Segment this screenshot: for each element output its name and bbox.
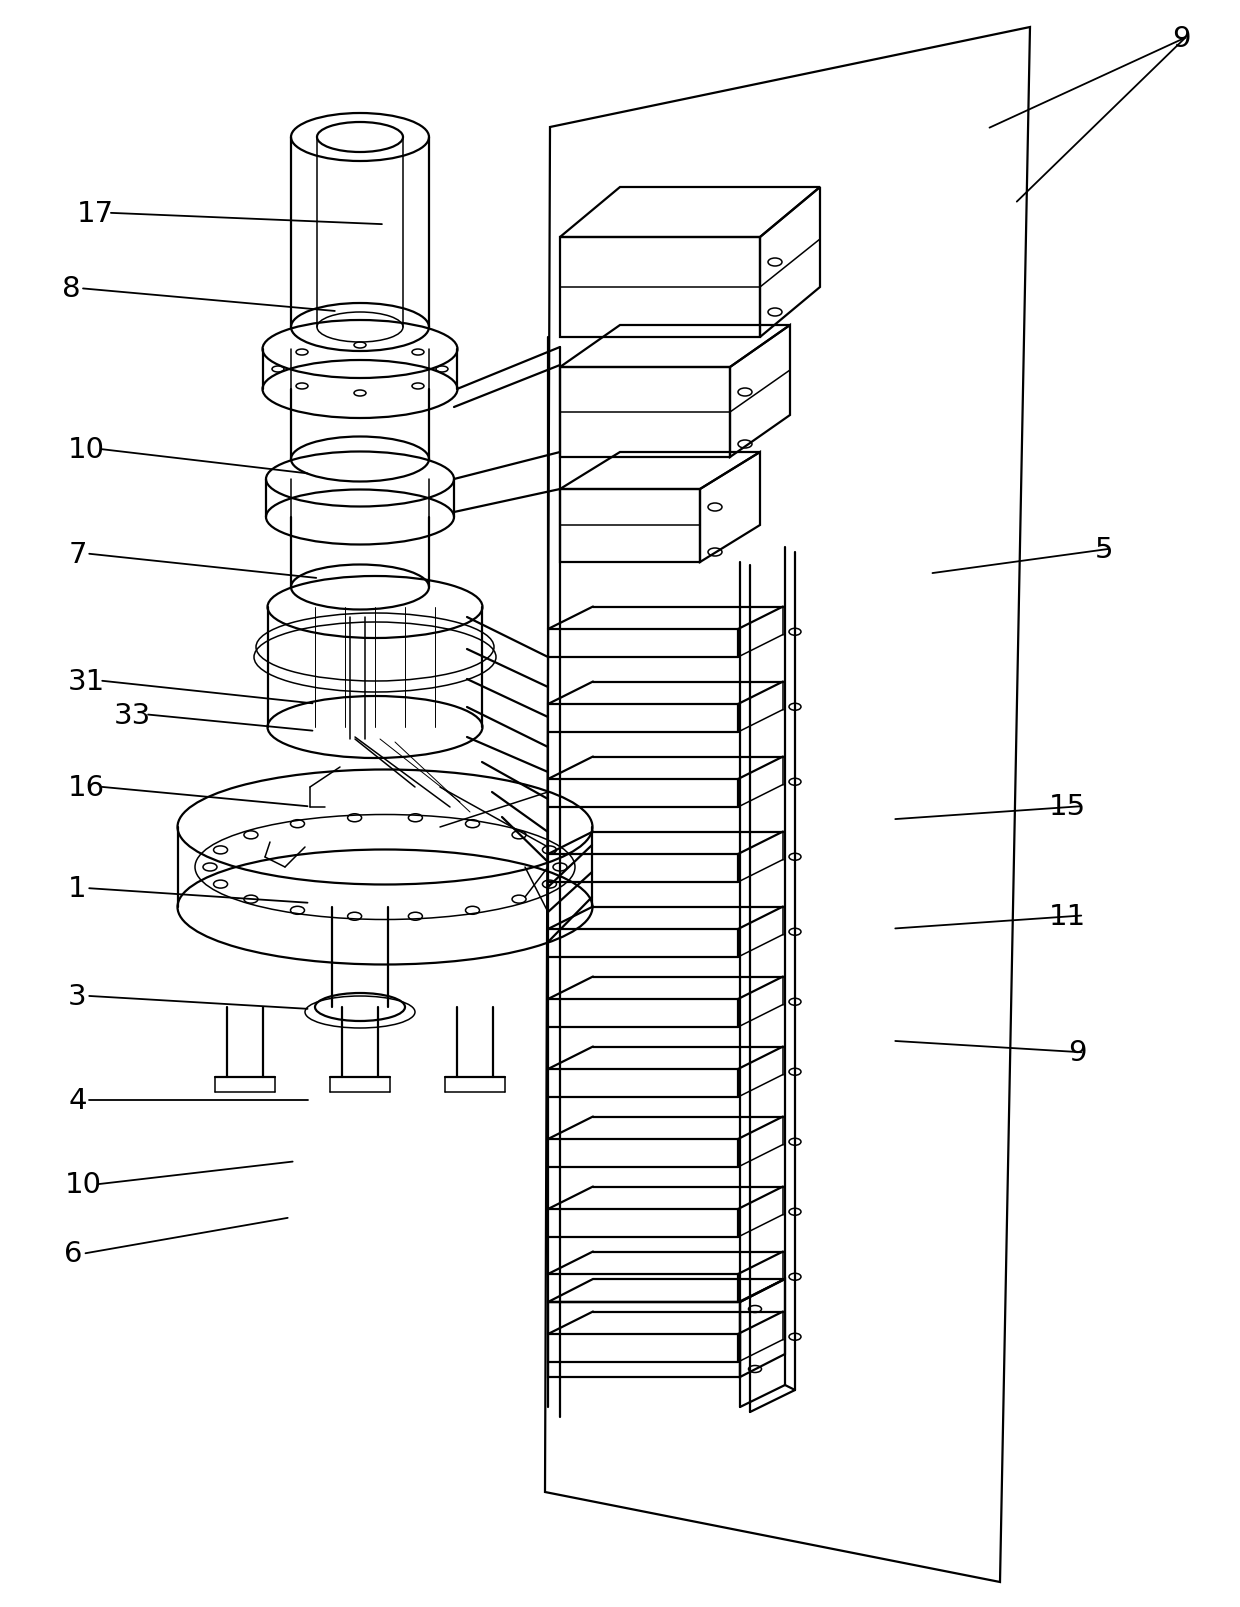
Text: 16: 16	[68, 773, 105, 802]
Text: 4: 4	[68, 1086, 87, 1115]
Text: 9: 9	[1172, 24, 1190, 53]
Text: 33: 33	[114, 701, 151, 730]
Text: 7: 7	[68, 540, 87, 569]
Text: 11: 11	[1049, 902, 1086, 930]
Text: 6: 6	[64, 1239, 83, 1268]
Text: 1: 1	[68, 874, 87, 903]
Text: 10: 10	[68, 435, 105, 464]
Text: 31: 31	[68, 667, 105, 696]
Text: 10: 10	[64, 1170, 102, 1199]
Text: 17: 17	[77, 199, 114, 228]
Text: 9: 9	[1068, 1038, 1086, 1067]
Text: 15: 15	[1049, 792, 1086, 821]
Text: 8: 8	[62, 275, 81, 304]
Text: 5: 5	[1095, 535, 1114, 564]
Text: 3: 3	[68, 982, 87, 1011]
